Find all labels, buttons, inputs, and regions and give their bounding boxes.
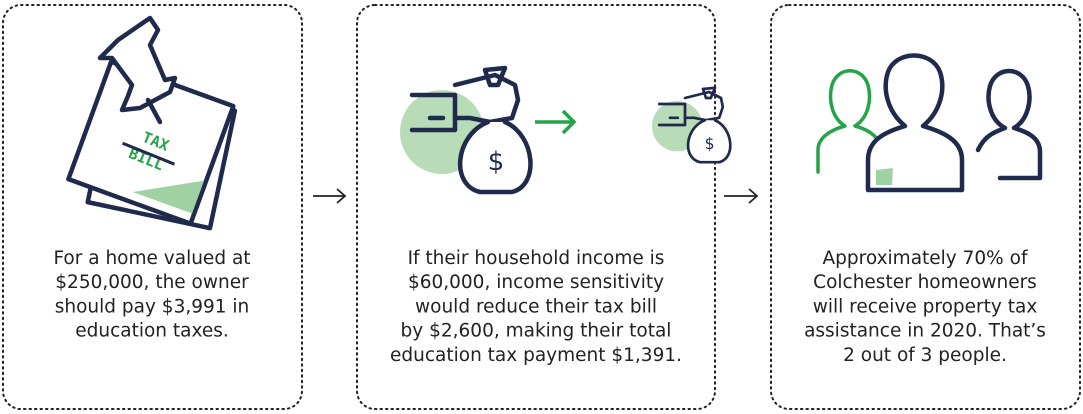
dollar-sign: $: [488, 147, 505, 177]
flow-arrow: [313, 188, 347, 204]
card-frame: [770, 4, 1081, 410]
description-line: Colchester homeowners: [813, 272, 1037, 293]
description-line: $250,000, the owner: [55, 272, 249, 293]
description-line: would reduce their tax bill: [415, 296, 657, 317]
card-frame: [356, 4, 716, 410]
description-line: education taxes.: [75, 321, 229, 342]
people-icon: [816, 53, 1043, 193]
description-line: should pay $3,991 in: [55, 296, 250, 317]
dollar-sign: $: [705, 135, 715, 153]
green-arrow: [535, 109, 577, 135]
card-frame: [2, 4, 303, 410]
description-line: $60,000, income sensitivity: [408, 272, 664, 293]
description-line: education tax payment $1,391.: [390, 345, 682, 366]
money-bag-icon: $: [400, 65, 533, 195]
description-line: Approximately 70% of: [823, 248, 1028, 269]
description-line: by $2,600, making their total: [401, 321, 672, 342]
description-line: If their household income is: [408, 248, 665, 269]
tax-bill-icon: TAX BILL: [66, 15, 238, 231]
description-line: assistance in 2020. That’s: [804, 321, 1046, 342]
description-line: 2 out of 3 people.: [843, 345, 1007, 366]
small-money-bag-icon: $: [652, 86, 732, 164]
description-line: For a home valued at: [53, 248, 250, 269]
description-line: will receive property tax: [813, 296, 1038, 317]
flow-arrow: [724, 188, 759, 204]
